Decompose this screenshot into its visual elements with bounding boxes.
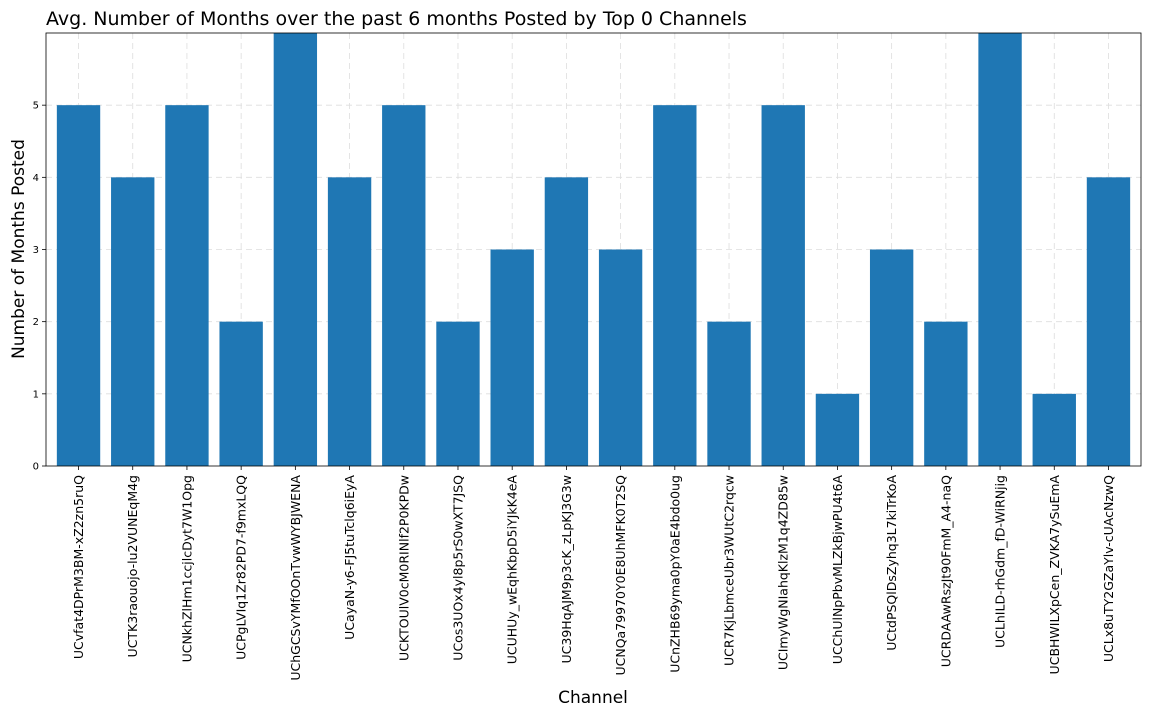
bar [598,249,643,466]
x-tick-label: UCLhILD-rhGdm_fD-WiRNjig [993,475,1008,648]
bar [924,321,968,466]
bar [165,105,209,467]
y-tick-label: 4 [33,173,39,184]
y-tick-label: 3 [33,245,39,256]
y-tick-label: 1 [33,389,39,400]
bar [815,393,860,466]
y-tick-label: 5 [33,101,39,112]
y-tick-label: 0 [33,462,39,473]
x-tick-label: UCBHWILXpCen_ZVKA7ySuEmA [1047,475,1062,675]
x-tick-label: UCNQa79970Y0E8UhMFK0T2SQ [613,475,628,676]
x-tick-label: UCLx8uTY2GZaYlv-cUAcNzwQ [1101,475,1116,662]
bar [1032,393,1076,466]
x-tick-label: UCvfat4DPrM3BM-xZ2zn5ruQ [71,475,86,659]
bar [869,249,914,466]
bar [707,321,751,466]
bar [273,33,318,466]
bar [544,177,589,467]
x-tick-label: UCRDAAwRszJt90FmM_A4-naQ [938,475,953,667]
x-tick-label: UChGCSvYMfOOnTvwWYBJWENA [288,475,303,681]
x-tick-label: UCUHUy_wEqhKbpD5iYJkK4eA [505,475,520,665]
x-tick-label: UC39HqAJM9p3cK_zLpKJ3G3w [559,475,574,663]
bar [761,105,805,467]
x-tick-label: UCtdPSQlDsZyhq3L7kiTrKoA [884,475,899,651]
x-tick-label: UCR7KjLbmceUbr3WUtC2rqcw [722,475,737,666]
bar [978,33,1022,466]
x-tick-label: UCNkhZlHm1ccjlcDyt7W1Opg [179,475,194,662]
x-tick-label: UCTK3raouojo-lu2VUNEqM4g [125,475,140,657]
bar [490,249,534,466]
bar [56,105,101,467]
bar [1086,177,1131,467]
x-tick-label: UCKTOUlV0cM0RINlf2P0KPDw [396,475,411,661]
bar [327,177,372,467]
chart-title: Avg. Number of Months over the past 6 mo… [46,8,747,30]
x-tick-label: UCayaN-y6-FJ5tuTclq6iEyA [342,475,357,640]
x-tick-label: UCImyWgNIahqKlzM1q4ZD85w [776,475,791,670]
x-tick-label: UCChUlNpPbvMLZkBjwPU4t6A [830,475,845,665]
x-tick-label: UCPgLVIq1Zr82PD7-f9mxLQQ [234,475,249,660]
bar [653,105,697,467]
x-axis-label: Channel [558,688,628,708]
bar [382,105,426,467]
bar [219,321,263,466]
x-tick-label: UCnZHB69yma0pY0aE4bdo0ug [667,475,682,673]
y-tick-label: 2 [33,317,39,328]
bar [111,177,155,467]
x-tick-label: UCos3UOx4yl8p5rS0wXT7JSQ [450,475,465,661]
bar [436,321,480,466]
